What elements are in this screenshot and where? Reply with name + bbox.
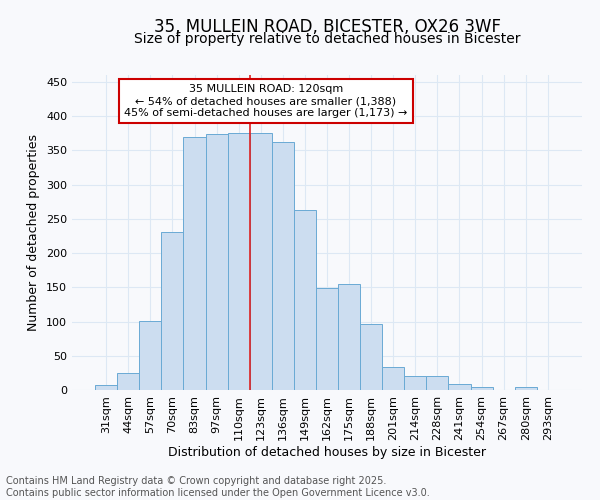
Bar bbox=[448, 384, 470, 390]
Bar bbox=[515, 388, 537, 390]
Bar bbox=[227, 132, 250, 390]
Bar bbox=[139, 321, 161, 390]
Y-axis label: Number of detached properties: Number of detached properties bbox=[28, 134, 40, 331]
Bar bbox=[338, 284, 360, 390]
Bar bbox=[250, 132, 272, 390]
Bar bbox=[206, 134, 227, 390]
Bar bbox=[316, 288, 338, 390]
Text: Contains HM Land Registry data © Crown copyright and database right 2025.
Contai: Contains HM Land Registry data © Crown c… bbox=[6, 476, 430, 498]
Bar bbox=[427, 376, 448, 390]
Bar bbox=[294, 210, 316, 390]
Bar bbox=[470, 388, 493, 390]
X-axis label: Distribution of detached houses by size in Bicester: Distribution of detached houses by size … bbox=[168, 446, 486, 458]
Bar bbox=[117, 373, 139, 390]
Bar bbox=[95, 384, 117, 390]
Bar bbox=[360, 324, 382, 390]
Bar bbox=[184, 136, 206, 390]
Text: Size of property relative to detached houses in Bicester: Size of property relative to detached ho… bbox=[134, 32, 520, 46]
Text: 35, MULLEIN ROAD, BICESTER, OX26 3WF: 35, MULLEIN ROAD, BICESTER, OX26 3WF bbox=[154, 18, 500, 36]
Bar bbox=[404, 376, 427, 390]
Bar bbox=[161, 232, 184, 390]
Bar bbox=[272, 142, 294, 390]
Text: 35 MULLEIN ROAD: 120sqm
← 54% of detached houses are smaller (1,388)
45% of semi: 35 MULLEIN ROAD: 120sqm ← 54% of detache… bbox=[124, 84, 407, 117]
Bar bbox=[382, 368, 404, 390]
